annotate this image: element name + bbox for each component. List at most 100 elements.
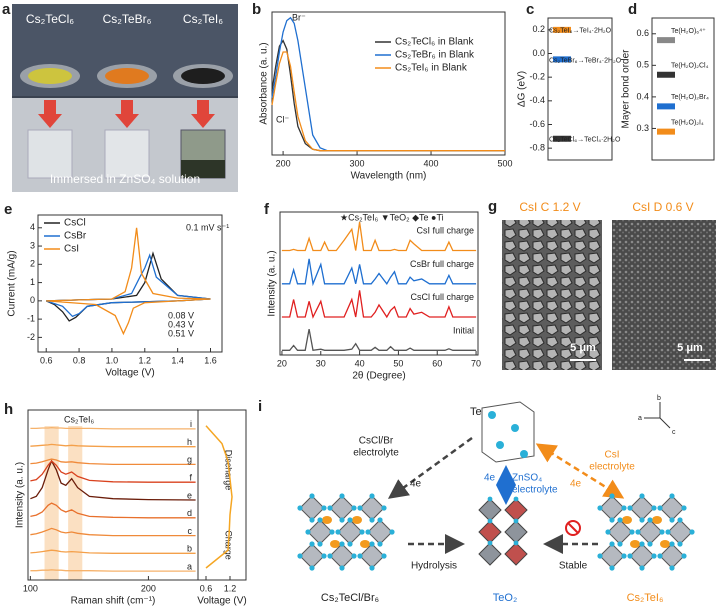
octahedron: [629, 495, 655, 521]
octahedron: [599, 495, 625, 521]
atom: [657, 553, 663, 559]
atom: [639, 565, 645, 571]
x-tick-label: 20: [277, 358, 287, 368]
atom: [513, 496, 519, 502]
atom: [635, 529, 641, 535]
atom: [369, 493, 375, 499]
atom: [335, 529, 341, 535]
trace-label: g: [187, 455, 192, 465]
scale-label: 5 μm: [677, 342, 703, 354]
data-line: [30, 549, 196, 554]
atom: [369, 517, 375, 523]
atom: [487, 540, 493, 546]
atom: [669, 517, 675, 523]
x-tick-label: 40: [355, 358, 365, 368]
label: electrolyte: [353, 448, 399, 459]
y-tick-label: 3: [30, 240, 35, 250]
image-label: CsI C 1.2 V: [519, 200, 580, 214]
atom: [351, 553, 357, 559]
diagram: i Te a b c CsCl/Br electrolyte 4e 4e ZnS…: [258, 395, 695, 604]
scale-label: 5 μm: [570, 342, 596, 354]
panel-letter: e: [4, 201, 12, 218]
atom: [297, 505, 303, 511]
label: 4e: [484, 473, 496, 484]
atom: [617, 517, 623, 523]
level-label: Te(H₂O)₆⁴⁺: [671, 28, 706, 35]
atom: [322, 516, 332, 524]
octahedron: [329, 495, 355, 521]
octahedron: [667, 519, 693, 545]
panel-letter: g: [488, 198, 497, 215]
arrow: [38, 100, 62, 128]
vial: [27, 129, 73, 179]
atom: [659, 529, 665, 535]
annotation: Br⁻: [292, 12, 306, 22]
panel-letter: a: [2, 1, 11, 18]
trace-label: e: [187, 490, 192, 500]
atom: [669, 565, 675, 571]
atom: [629, 529, 635, 535]
y-tick-label: -0.2: [529, 72, 545, 82]
plot-frame: [279, 211, 479, 356]
panel-letter: b: [252, 1, 261, 18]
arrow: [191, 100, 215, 128]
x-axis-label: 2θ (Degree): [352, 371, 405, 382]
atom: [647, 541, 653, 547]
data-line: [281, 221, 477, 252]
label: Te: [470, 406, 482, 418]
trace-label: a: [187, 561, 192, 571]
atom: [339, 493, 345, 499]
y-tick-label: -0.8: [529, 143, 545, 153]
atom: [651, 553, 657, 559]
arrow: [115, 100, 139, 128]
legend-label: CsBr: [64, 231, 87, 242]
y-tick-label: -1: [27, 313, 35, 323]
octahedron: [599, 543, 625, 569]
y-tick-label: 0.2: [532, 24, 545, 34]
annotation: Cs₂TeI₆: [64, 414, 94, 424]
atom: [669, 493, 675, 499]
atom: [488, 411, 496, 419]
atom: [681, 505, 687, 511]
atom: [677, 517, 683, 523]
atom: [681, 553, 687, 559]
atom: [327, 553, 333, 559]
atom: [347, 541, 353, 547]
atom: [609, 541, 615, 547]
atom: [657, 505, 663, 511]
atom: [357, 505, 363, 511]
panel-letter: i: [258, 398, 262, 415]
atom: [339, 565, 345, 571]
x-tick-label: 300: [350, 158, 365, 168]
atom: [309, 517, 315, 523]
y-tick-label: -0.4: [529, 95, 545, 105]
polyhedron: [504, 520, 528, 544]
label: Hydrolysis: [411, 561, 457, 572]
legend-label: Cs₂TeI₆ in Blank: [395, 63, 468, 74]
sediment: [181, 160, 225, 178]
atom: [609, 517, 615, 523]
annotation: 0.43 V: [168, 319, 194, 329]
data-line: [46, 227, 211, 336]
trace-label: i: [190, 419, 192, 429]
level-label: Te(H₂O)₂I₄: [671, 119, 704, 126]
atom: [621, 553, 627, 559]
axis-label: a: [638, 415, 642, 422]
sem-image: [502, 220, 602, 370]
atom: [609, 493, 615, 499]
atom: [377, 541, 383, 547]
x-tick-label: 60: [432, 358, 442, 368]
x-tick-label: 1.2: [139, 355, 152, 365]
label: 4e: [570, 479, 582, 490]
atom: [639, 493, 645, 499]
polyhedron: [478, 520, 502, 544]
y-tick-label: 4: [30, 222, 35, 232]
atom: [496, 441, 504, 449]
atom: [605, 529, 611, 535]
data-line: [281, 258, 477, 287]
axis-label: c: [672, 429, 676, 436]
trace-label: d: [187, 508, 192, 518]
atom: [321, 505, 327, 511]
atom: [369, 565, 375, 571]
atom: [330, 540, 340, 548]
